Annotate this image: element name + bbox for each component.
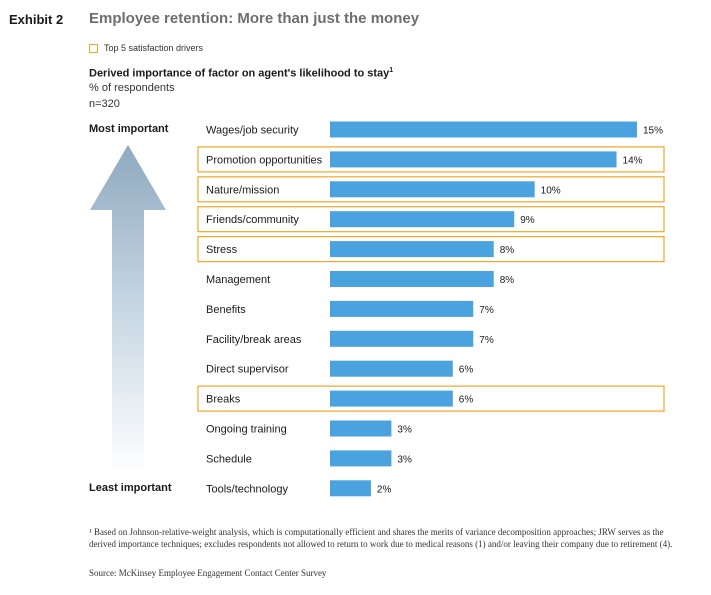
bar (330, 241, 494, 258)
value-label: 7% (479, 335, 494, 346)
subtitle-text: Derived importance of factor on agent's … (89, 67, 390, 80)
bar (330, 360, 453, 377)
bar (330, 390, 453, 407)
bar (330, 271, 494, 287)
highlight-box (197, 146, 665, 173)
value-label: 8% (500, 245, 515, 256)
legend-label: Top 5 satisfaction drivers (104, 43, 204, 53)
category-label: Wages/job security (206, 125, 299, 137)
importance-arrow-icon (90, 145, 166, 475)
footnote: ¹ Based on Johnson-relative-weight analy… (89, 527, 673, 549)
category-label: Schedule (206, 453, 252, 465)
bar (330, 300, 474, 317)
category-label: Stress (206, 244, 238, 256)
value-label: 14% (623, 155, 643, 166)
category-label: Friends/community (206, 214, 299, 226)
category-label: Management (206, 274, 270, 286)
value-label: 15% (643, 126, 663, 137)
category-label: Breaks (206, 394, 241, 406)
legend-swatch (89, 43, 98, 53)
highlight-box (197, 176, 665, 203)
value-label: 7% (479, 305, 494, 316)
bar (330, 211, 515, 228)
category-label: Nature/mission (206, 184, 279, 196)
category-label: Facility/break areas (206, 334, 302, 346)
sample-size: n=320 (89, 98, 120, 110)
value-label: 10% (541, 185, 561, 196)
value-label: 6% (459, 365, 474, 376)
source-note: Source: McKinsey Employee Engagement Con… (89, 568, 327, 578)
bar (330, 121, 637, 138)
highlight-box (197, 206, 665, 233)
bar (330, 420, 392, 437)
category-label: Ongoing training (206, 424, 287, 436)
highlight-box (197, 236, 665, 263)
value-label: 2% (377, 484, 392, 495)
bar (330, 450, 392, 467)
category-label: Promotion opportunities (206, 154, 323, 166)
footnote-marker: 1 (389, 67, 394, 74)
category-label: Benefits (206, 304, 246, 316)
value-label: 8% (500, 275, 515, 286)
value-label: 6% (459, 395, 474, 406)
value-label: 3% (397, 454, 412, 465)
value-label: 9% (520, 215, 535, 226)
exhibit-label: Exhibit 2 (9, 12, 64, 27)
most-important-label: Most important (89, 123, 169, 135)
bar (330, 151, 617, 168)
chart-title: Employee retention: More than just the m… (89, 10, 420, 27)
bar (330, 330, 474, 347)
highlight-box (197, 385, 665, 412)
units-label: % of respondents (89, 82, 175, 94)
legend: Top 5 satisfaction drivers (89, 42, 203, 54)
category-label: Direct supervisor (206, 364, 289, 376)
category-label: Tools/technology (206, 483, 288, 495)
least-important-label: Least important (89, 482, 172, 494)
chart-subtitle: Derived importance of factor on agent's … (89, 67, 393, 80)
bar (330, 181, 535, 198)
value-label: 3% (397, 425, 412, 436)
bar (330, 480, 371, 497)
